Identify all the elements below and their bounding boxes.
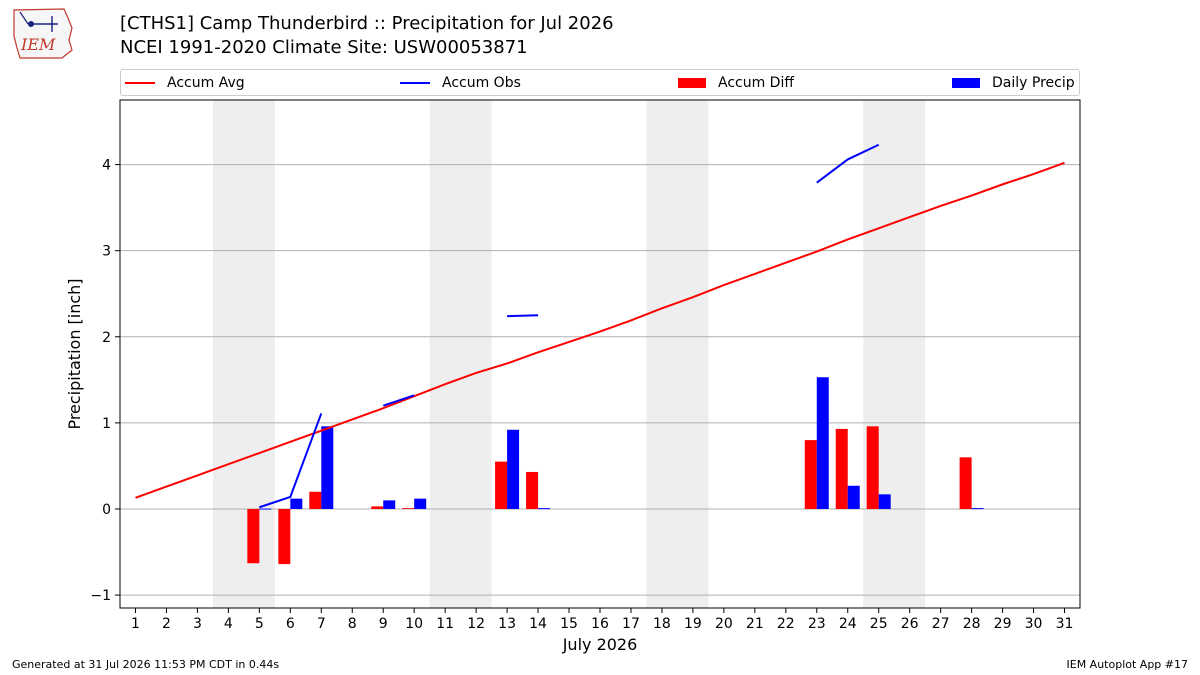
legend-item-daily-precip: Daily Precip — [952, 70, 1075, 95]
legend-label-daily-precip: Daily Precip — [992, 74, 1075, 91]
daily-precip-bar — [259, 508, 272, 510]
legend-item-accum-avg: Accum Avg — [125, 70, 245, 95]
accum-avg-line — [135, 161, 1065, 499]
x-tick-label: 25 — [870, 616, 888, 632]
x-tick-label: 16 — [591, 616, 609, 632]
accum-diff-bar — [804, 440, 817, 509]
x-tick-label: 30 — [1025, 616, 1043, 632]
x-tick-label: 10 — [405, 616, 423, 632]
daily-precip-bar — [878, 494, 891, 509]
autoplot-app-label: IEM Autoplot App #17 — [1066, 658, 1189, 671]
chart-subtitle: NCEI 1991-2020 Climate Site: USW00053871 — [120, 37, 528, 58]
x-tick-label: 31 — [1056, 616, 1074, 632]
x-tick-label: 3 — [193, 616, 202, 632]
daily-precip-bar — [290, 498, 303, 509]
weekend-shade — [646, 100, 709, 608]
x-axis-label: July 2026 — [562, 635, 638, 654]
accum-diff-bar — [959, 457, 972, 509]
x-tick-label: 14 — [529, 616, 547, 632]
weekend-shade — [212, 100, 275, 608]
x-tick-label: 24 — [839, 616, 857, 632]
legend-label-accum-obs: Accum Obs — [442, 74, 521, 91]
x-tick-label: 1 — [131, 616, 140, 632]
x-tick-label: 22 — [777, 616, 795, 632]
daily-precip-bar — [847, 485, 860, 509]
legend-swatch-accum-diff — [678, 77, 706, 88]
chart-title: [CTHS1] Camp Thunderbird :: Precipitatio… — [120, 13, 614, 34]
x-tick-label: 27 — [932, 616, 950, 632]
x-tick-label: 15 — [560, 616, 578, 632]
y-tick-label: −1 — [90, 588, 111, 604]
accum-obs-line — [507, 314, 539, 318]
x-tick-label: 2 — [162, 616, 171, 632]
accum-obs-line — [382, 394, 415, 407]
x-tick-label: 21 — [746, 616, 764, 632]
daily-precip-bar — [538, 508, 551, 510]
accum-diff-bar — [278, 508, 291, 565]
accum-diff-bar — [866, 426, 879, 509]
iem-logo: IEM — [6, 6, 80, 60]
y-tick-label: 0 — [102, 502, 111, 518]
daily-precip-bar — [971, 508, 984, 510]
x-tick-label: 19 — [684, 616, 702, 632]
accum-diff-bar — [309, 491, 322, 509]
legend-swatch-daily-precip — [952, 77, 980, 88]
accum-obs-line — [816, 143, 880, 184]
legend-swatch-accum-avg — [125, 81, 155, 84]
x-tick-label: 13 — [498, 616, 516, 632]
daily-precip-bar — [414, 498, 427, 509]
y-tick-label: 1 — [102, 416, 111, 432]
x-tick-label: 12 — [467, 616, 485, 632]
weekend-shade — [863, 100, 926, 608]
x-tick-label: 4 — [224, 616, 233, 632]
accum-diff-bar — [247, 508, 260, 564]
x-tick-label: 18 — [653, 616, 671, 632]
x-tick-label: 7 — [317, 616, 326, 632]
x-tick-label: 26 — [901, 616, 919, 632]
accum-diff-bar — [371, 506, 384, 509]
x-tick-label: 20 — [715, 616, 733, 632]
x-tick-label: 9 — [379, 616, 388, 632]
x-tick-label: 17 — [622, 616, 640, 632]
y-tick-label: 3 — [102, 244, 111, 260]
y-tick-label: 4 — [102, 158, 111, 174]
y-axis-label: Precipitation [inch] — [65, 278, 84, 429]
legend-item-accum-obs: Accum Obs — [400, 70, 521, 95]
weekend-shade — [429, 100, 492, 608]
daily-precip-bar — [816, 377, 829, 509]
accum-diff-bar — [835, 428, 848, 509]
x-tick-label: 5 — [255, 616, 264, 632]
legend-label-accum-diff: Accum Diff — [718, 74, 795, 91]
x-tick-label: 23 — [808, 616, 826, 632]
accum-obs-line — [259, 413, 323, 509]
daily-precip-bar — [507, 429, 520, 509]
x-tick-label: 6 — [286, 616, 295, 632]
accum-diff-bar — [526, 471, 539, 509]
accum-diff-bar — [495, 461, 508, 509]
logo-text: IEM — [20, 35, 56, 54]
x-tick-label: 8 — [348, 616, 357, 632]
daily-precip-bar — [383, 500, 396, 509]
accum-diff-bar — [402, 508, 415, 509]
legend-swatch-accum-obs — [400, 81, 430, 84]
daily-precip-bar — [321, 426, 334, 509]
y-tick-label: 2 — [102, 330, 111, 346]
x-tick-label: 28 — [963, 616, 981, 632]
chart-legend: Accum Avg Accum Obs Accum Diff Daily Pre… — [120, 69, 1080, 96]
legend-label-accum-avg: Accum Avg — [167, 74, 245, 91]
generated-timestamp: Generated at 31 Jul 2026 11:53 PM CDT in… — [12, 658, 280, 671]
x-tick-label: 11 — [436, 616, 454, 632]
legend-item-accum-diff: Accum Diff — [678, 70, 794, 95]
x-tick-label: 29 — [994, 616, 1012, 632]
